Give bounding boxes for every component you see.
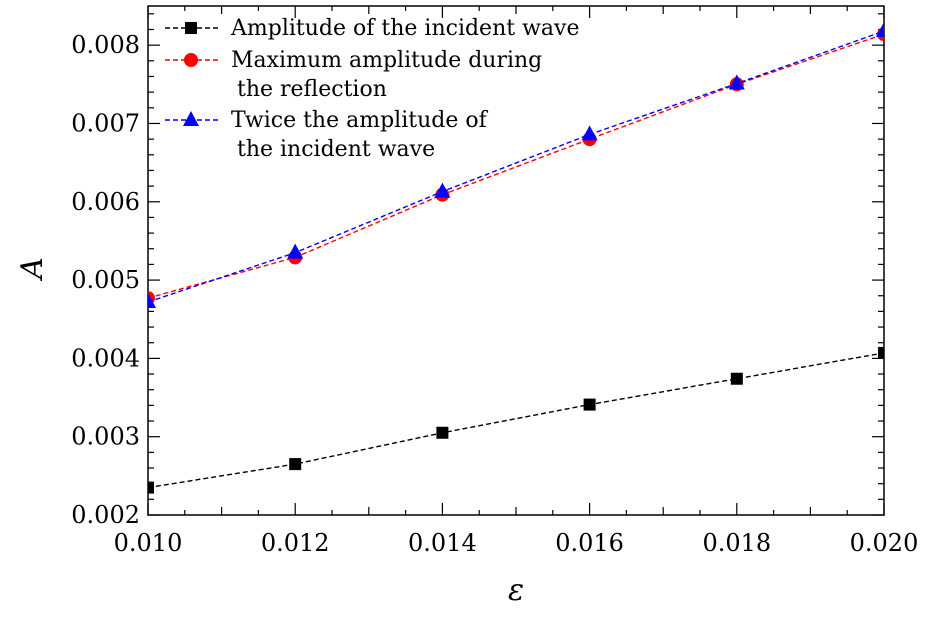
legend-label: the reflection [237, 77, 387, 102]
series-line-0 [148, 352, 884, 489]
series-line-2 [148, 30, 884, 303]
legend-label: Twice the amplitude of [231, 108, 489, 133]
y-tick-label: 0.007 [71, 109, 140, 137]
legend-marker [184, 53, 198, 67]
y-tick-label: 0.003 [71, 423, 140, 451]
y-tick-label: 0.008 [71, 31, 140, 59]
legend-label: Amplitude of the incident wave [230, 16, 579, 41]
x-tick-label: 0.010 [114, 529, 183, 557]
data-point-0 [148, 481, 154, 494]
data-point-0 [878, 346, 884, 359]
data-point-2 [581, 125, 598, 141]
data-point-2 [434, 182, 451, 198]
data-point-2 [876, 22, 884, 38]
y-tick-label: 0.004 [71, 344, 140, 372]
data-point-0 [730, 372, 743, 385]
legend-label: Maximum amplitude during [231, 48, 542, 73]
x-tick-label: 0.018 [702, 529, 771, 557]
x-tick-label: 0.012 [261, 529, 330, 557]
x-axis-label: ε [508, 573, 524, 608]
y-tick-label: 0.005 [71, 266, 140, 294]
legend-label: the incident wave [237, 137, 435, 162]
y-tick-label: 0.002 [71, 501, 140, 529]
data-point-0 [583, 398, 596, 411]
y-tick-label: 0.006 [71, 188, 140, 216]
x-tick-label: 0.020 [850, 529, 919, 557]
data-point-2 [728, 74, 745, 90]
x-tick-label: 0.014 [408, 529, 477, 557]
legend-marker [183, 111, 199, 126]
data-point-0 [436, 426, 449, 439]
data-point-0 [289, 458, 302, 471]
data-point-2 [287, 243, 304, 259]
series-line-1 [148, 33, 884, 299]
x-tick-label: 0.016 [555, 529, 624, 557]
y-axis-label: A [15, 257, 50, 282]
data-point-2 [148, 293, 156, 309]
legend-marker [185, 22, 197, 34]
